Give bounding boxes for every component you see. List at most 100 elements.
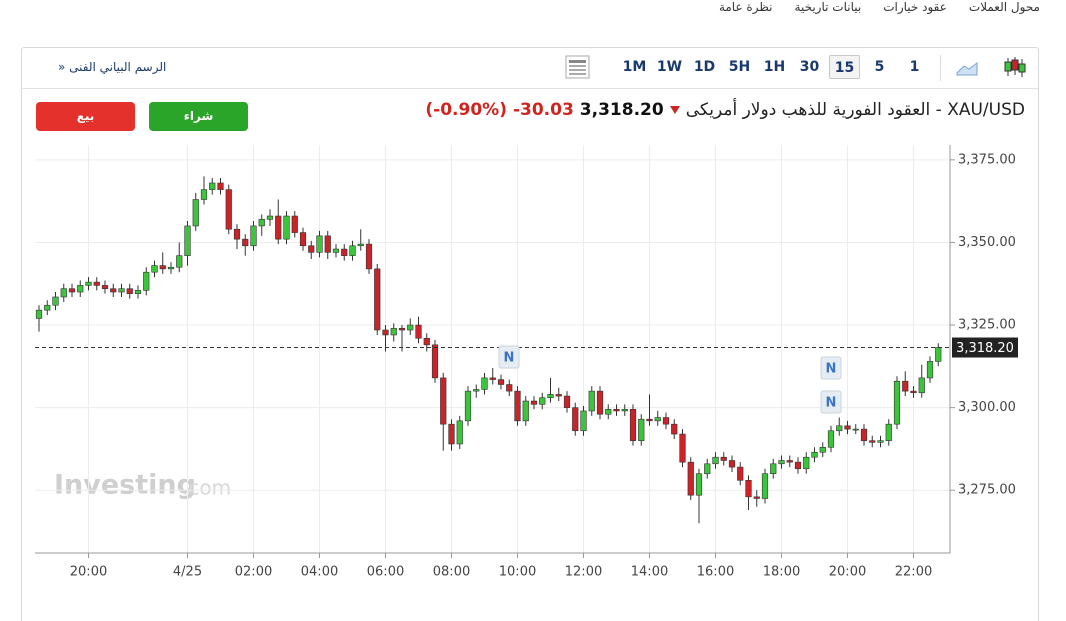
candle-body: [341, 248, 348, 256]
candle-body: [60, 288, 67, 298]
candle-body: [935, 347, 942, 362]
last-price-box: [952, 337, 1018, 358]
interval-button[interactable]: 15: [829, 55, 860, 79]
candle-body: [514, 390, 521, 422]
candle-body: [910, 390, 917, 394]
interval-button[interactable]: 1: [909, 59, 920, 75]
candle-body: [778, 460, 785, 465]
candle-body: [877, 440, 884, 443]
candle-body: [539, 397, 546, 405]
x-tick-label: 04:00: [301, 565, 338, 580]
candle-body: [159, 265, 166, 270]
candle-body: [242, 238, 249, 247]
candle-body: [786, 460, 793, 463]
candle-body: [654, 417, 661, 422]
line-chart-icon[interactable]: [955, 57, 979, 77]
candle-body: [712, 456, 719, 465]
nav-link[interactable]: نظرة عامة: [718, 0, 773, 14]
candle-body: [679, 433, 686, 463]
instrument-title: XAU/USD - العقود الفورية للذهب دولار أمر…: [685, 100, 1025, 120]
x-tick-label: 20:00: [70, 565, 107, 580]
interval-button[interactable]: 1H: [763, 59, 786, 75]
nav-link[interactable]: عقود خيارات: [883, 0, 947, 14]
interval-button[interactable]: 30: [799, 59, 820, 75]
candle-body: [770, 463, 777, 475]
candle-body: [118, 288, 125, 293]
candle-body: [522, 400, 529, 422]
candle-body: [126, 288, 133, 294]
candle-body: [794, 461, 802, 470]
news-marker: [820, 356, 842, 380]
news-marker: [820, 390, 842, 414]
candle-body: [448, 423, 455, 445]
candle-body: [720, 456, 727, 461]
nav-link[interactable]: محول العملات: [968, 0, 1040, 14]
candle-body: [85, 281, 92, 286]
interval-button[interactable]: 5: [874, 59, 885, 75]
interval-button[interactable]: 1M: [622, 59, 647, 75]
candle-body: [151, 265, 158, 273]
candle-body: [481, 377, 488, 390]
candle-body: [101, 285, 109, 290]
change: -30.03: [512, 100, 574, 120]
candle-body: [918, 377, 925, 394]
candle-body: [572, 407, 579, 432]
candle-body: [902, 380, 909, 392]
candle-body: [423, 337, 430, 346]
candle-body: [291, 215, 298, 233]
candle-body: [489, 377, 496, 380]
candle-body: [563, 395, 571, 408]
candle-body: [613, 408, 620, 412]
candle-body: [167, 266, 175, 270]
x-tick-label: 10:00: [499, 565, 536, 580]
candle-body: [266, 215, 274, 220]
candle-body: [753, 496, 760, 499]
interval-button[interactable]: 1D: [693, 59, 716, 75]
last-price-label: 3,318.20: [956, 341, 1014, 356]
y-tick-label: 3,275.00: [958, 483, 1016, 498]
candle-body: [728, 460, 736, 468]
candle-body: [407, 324, 414, 331]
candle-body: [745, 480, 752, 498]
down-arrow: [669, 106, 680, 114]
candle-body: [860, 428, 868, 441]
candle-body: [852, 428, 859, 431]
candle-body: [324, 235, 331, 253]
candle-body: [176, 255, 183, 268]
nav-link[interactable]: بيانات تاريخية: [794, 0, 862, 14]
interval-button[interactable]: 5H: [728, 59, 751, 75]
candle-body: [308, 245, 315, 253]
candle-body: [143, 271, 150, 291]
candle-body: [68, 288, 76, 293]
candle-body: [77, 285, 84, 293]
candle-body: [646, 418, 653, 422]
interval-button[interactable]: 1W: [656, 59, 683, 75]
x-tick-label: 16:00: [697, 565, 734, 580]
candle-body: [588, 390, 595, 412]
candle-body: [662, 417, 670, 425]
candle-body: [506, 384, 513, 392]
candle-body: [299, 232, 307, 247]
divider: [22, 88, 1038, 89]
candle-body: [497, 379, 505, 385]
buy-button[interactable]: شراء: [149, 102, 248, 131]
news-marker-label: N: [826, 362, 837, 377]
candle-body: [456, 420, 463, 445]
top-nav: نظرة عامة بيانات تاريخية عقود خيارات محو…: [719, 0, 1040, 14]
x-tick-label: 22:00: [895, 565, 932, 580]
candle-body: [704, 463, 711, 475]
candle-icon[interactable]: [1002, 55, 1028, 79]
candle-body: [836, 425, 843, 432]
candle-body: [761, 473, 769, 499]
x-tick-label: 02:00: [235, 565, 272, 580]
candle-body: [819, 446, 826, 453]
x-tick-label: 08:00: [433, 565, 470, 580]
sell-button[interactable]: بيع: [36, 102, 135, 131]
candle-body: [192, 199, 199, 227]
table-icon[interactable]: [565, 55, 591, 79]
candle-body: [275, 215, 282, 240]
candle-body: [687, 461, 694, 496]
chart-link[interactable]: الرسم البياني الفنى «: [58, 60, 167, 74]
